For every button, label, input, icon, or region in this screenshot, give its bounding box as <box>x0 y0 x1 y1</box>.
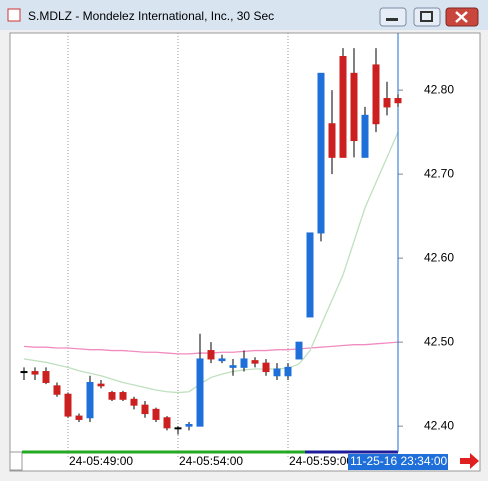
candle-body <box>284 366 292 377</box>
candle-body <box>306 232 314 318</box>
y-tick-label: 42.50 <box>424 334 454 348</box>
candle-body <box>108 392 116 400</box>
candle-body <box>185 423 193 427</box>
scroll-right-arrow[interactable] <box>460 453 479 469</box>
y-tick-label: 42.40 <box>424 418 454 432</box>
candle-body <box>53 385 61 395</box>
candle-body <box>262 362 270 373</box>
candle-body <box>350 72 358 142</box>
candle-body <box>64 393 72 417</box>
candle-body <box>31 371 39 375</box>
candle-body <box>163 417 171 429</box>
candle-body <box>218 358 226 362</box>
candle-body <box>130 398 138 406</box>
candle-body <box>394 98 402 104</box>
candle-body <box>229 365 237 368</box>
candle-body <box>273 368 281 377</box>
candle-body <box>251 360 259 364</box>
candle-body <box>295 341 303 360</box>
candle-body <box>207 350 215 360</box>
candle-body <box>174 427 182 430</box>
cursor-label: 11-25-16 23:34:00 <box>350 454 448 468</box>
app-icon <box>7 8 21 22</box>
maximize-button[interactable] <box>413 7 441 27</box>
candle-body <box>196 358 204 427</box>
candle-body <box>86 381 94 419</box>
candle-body <box>339 56 347 158</box>
candle-body <box>372 64 380 125</box>
candle-body <box>328 123 336 158</box>
candle-body <box>141 404 149 415</box>
window-title: S.MDLZ - Mondelez International, Inc., 3… <box>28 9 274 23</box>
x-tick-label: 24-05:54:00 <box>179 454 243 468</box>
candle-body <box>119 392 127 400</box>
candle-body <box>20 371 28 374</box>
y-tick-label: 42.60 <box>424 250 454 264</box>
scroll-box[interactable] <box>9 451 23 471</box>
candle-body <box>361 114 369 158</box>
candle-body <box>152 408 160 420</box>
y-tick-label: 42.70 <box>424 166 454 180</box>
candle-body <box>97 383 105 387</box>
minimize-icon <box>386 18 398 21</box>
candle-body <box>42 371 50 383</box>
candle-body <box>317 72 325 234</box>
y-tick-label: 42.80 <box>424 82 454 96</box>
overlay-line <box>23 131 399 394</box>
close-icon <box>455 11 468 23</box>
cursor-label-box <box>348 454 448 470</box>
candle-body <box>383 98 391 108</box>
candle-body <box>75 415 83 420</box>
candle-body <box>240 358 248 368</box>
title-bar <box>0 0 488 30</box>
chart-panel <box>9 32 481 472</box>
maximize-icon <box>420 11 433 22</box>
x-tick-label: 24-05:59:00 <box>289 454 353 468</box>
x-tick-label: 24-05:49:00 <box>69 454 133 468</box>
minimize-button[interactable] <box>379 7 407 27</box>
